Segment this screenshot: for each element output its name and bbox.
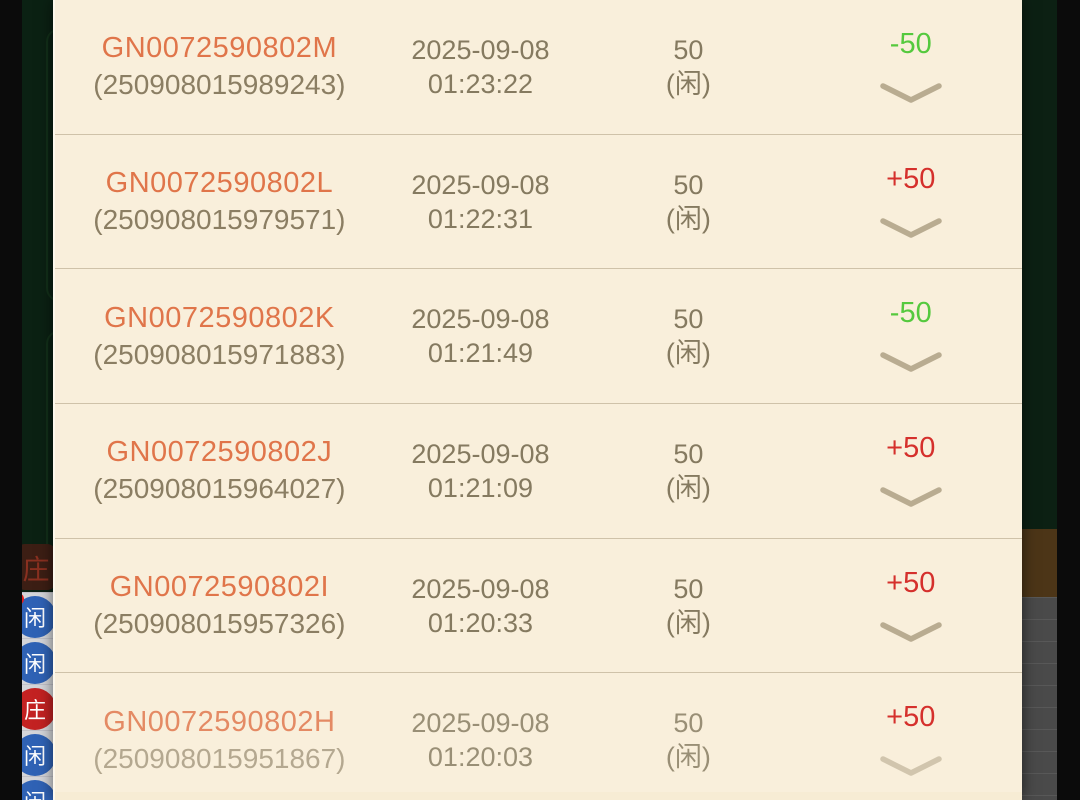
game-id: GN0072590802M <box>101 32 338 65</box>
datetime-cell: 2025-09-08 01:20:03 <box>384 706 577 774</box>
result-cell: +50 <box>800 164 1022 240</box>
left-black-bar <box>0 0 22 800</box>
stake-amount: 50 <box>673 708 704 739</box>
datetime-cell: 2025-09-08 01:22:31 <box>384 168 577 236</box>
result-amount: +50 <box>886 431 936 464</box>
bet-date: 2025-09-08 <box>411 573 550 604</box>
bet-date: 2025-09-08 <box>411 34 550 65</box>
bet-history-row[interactable]: GN0072590802I (250908015957326) 2025-09-… <box>55 539 1022 674</box>
bet-history-row[interactable]: GN0072590802M (250908015989243) 2025-09-… <box>55 0 1022 135</box>
stake-amount: 50 <box>673 438 704 469</box>
bet-time: 01:20:03 <box>427 742 534 773</box>
stake-side: (闲) <box>665 338 711 369</box>
stake-cell: 50 (闲) <box>577 33 799 101</box>
stake-amount: 50 <box>673 34 704 65</box>
bet-date: 2025-09-08 <box>411 438 550 469</box>
result-amount: -50 <box>889 297 932 330</box>
datetime-cell: 2025-09-08 01:21:09 <box>384 437 577 505</box>
result-amount: +50 <box>886 701 936 734</box>
bead-road: 闲闲庄闲闲 <box>22 592 53 800</box>
result-amount: -50 <box>889 27 932 60</box>
game-id-cell: GN0072590802K (250908015971883) <box>55 300 384 373</box>
bet-time: 01:21:09 <box>427 472 534 503</box>
stake-cell: 50 (闲) <box>577 706 799 774</box>
bet-reference-id: (250908015951867) <box>93 742 346 774</box>
table-felt-outline <box>46 28 53 302</box>
scoreboard-grid: ↗ <box>1020 597 1057 800</box>
bead-player-cell: 闲 <box>22 780 53 800</box>
datetime-cell: 2025-09-08 01:21:49 <box>384 302 577 370</box>
game-id: GN0072590802H <box>103 705 336 738</box>
result-amount: +50 <box>886 162 936 195</box>
stake-amount: 50 <box>673 573 704 604</box>
bet-reference-id: (250908015964027) <box>93 473 346 505</box>
game-id: GN0072590802L <box>105 167 334 200</box>
game-id-cell: GN0072590802M (250908015989243) <box>55 30 384 103</box>
game-id: GN0072590802I <box>109 571 330 604</box>
bead-banker-cell: 庄 <box>22 688 53 730</box>
result-cell: +50 <box>800 702 1022 778</box>
bet-history-row[interactable]: GN0072590802L (250908015979571) 2025-09-… <box>55 135 1022 270</box>
result-cell: +50 <box>800 568 1022 644</box>
stake-amount: 50 <box>673 169 704 200</box>
chevron-down-icon[interactable] <box>878 620 944 644</box>
result-cell: -50 <box>800 298 1022 374</box>
datetime-cell: 2025-09-08 01:23:22 <box>384 33 577 101</box>
game-id-cell: GN0072590802J (250908015964027) <box>55 434 384 507</box>
bet-date: 2025-09-08 <box>411 304 550 335</box>
result-cell: -50 <box>800 29 1022 105</box>
latest-result-marker <box>22 593 24 605</box>
game-id: GN0072590802J <box>106 436 333 469</box>
stake-side: (闲) <box>665 742 711 773</box>
game-id-cell: GN0072590802H (250908015951867) <box>55 704 384 777</box>
datetime-cell: 2025-09-08 01:20:33 <box>384 572 577 640</box>
stake-cell: 50 (闲) <box>577 572 799 640</box>
bet-time: 01:22:31 <box>427 203 534 234</box>
game-id-cell: GN0072590802I (250908015957326) <box>55 569 384 642</box>
table-wood-rail <box>1020 529 1057 599</box>
chevron-down-icon[interactable] <box>878 485 944 509</box>
bet-reference-id: (250908015979571) <box>93 204 346 236</box>
chevron-down-icon[interactable] <box>878 754 944 778</box>
background-table-right-strip: ↗ <box>1020 0 1057 800</box>
banker-bet-badge: 庄 <box>22 544 53 590</box>
bead-player-cell: 闲 <box>22 734 53 776</box>
game-id-cell: GN0072590802L (250908015979571) <box>55 165 384 238</box>
background-table-left-strip: 庄 闲闲庄闲闲 <box>22 0 53 800</box>
right-black-bar <box>1057 0 1080 800</box>
bet-reference-id: (250908015957326) <box>93 608 346 640</box>
stake-cell: 50 (闲) <box>577 437 799 505</box>
panel-bottom-edge <box>55 792 1022 800</box>
bet-reference-id: (250908015989243) <box>93 69 346 101</box>
stake-side: (闲) <box>665 472 711 503</box>
bet-history-panel: GN0072590802M (250908015989243) 2025-09-… <box>53 0 1022 800</box>
bet-history-row[interactable]: GN0072590802K (250908015971883) 2025-09-… <box>55 269 1022 405</box>
bet-time: 01:21:49 <box>427 338 534 369</box>
game-id: GN0072590802K <box>104 301 335 334</box>
bead-player-cell: 闲 <box>22 642 53 684</box>
bet-history-row[interactable]: GN0072590802J (250908015964027) 2025-09-… <box>55 404 1022 539</box>
bet-date: 2025-09-08 <box>411 708 550 739</box>
bet-time: 01:23:22 <box>427 68 534 99</box>
result-cell: +50 <box>800 433 1022 509</box>
stake-side: (闲) <box>665 68 711 99</box>
bet-time: 01:20:33 <box>427 607 534 638</box>
chevron-down-icon[interactable] <box>878 350 944 374</box>
stake-side: (闲) <box>665 203 711 234</box>
chevron-down-icon[interactable] <box>878 216 944 240</box>
bet-history-row[interactable]: GN0072590802H (250908015951867) 2025-09-… <box>55 673 1022 800</box>
stake-side: (闲) <box>665 607 711 638</box>
stake-amount: 50 <box>673 304 704 335</box>
result-amount: +50 <box>886 566 936 599</box>
bead-player-cell: 闲 <box>22 593 53 638</box>
chevron-down-icon[interactable] <box>878 81 944 105</box>
stake-cell: 50 (闲) <box>577 168 799 236</box>
bet-date: 2025-09-08 <box>411 169 550 200</box>
bet-reference-id: (250908015971883) <box>93 338 346 370</box>
stake-cell: 50 (闲) <box>577 302 799 370</box>
